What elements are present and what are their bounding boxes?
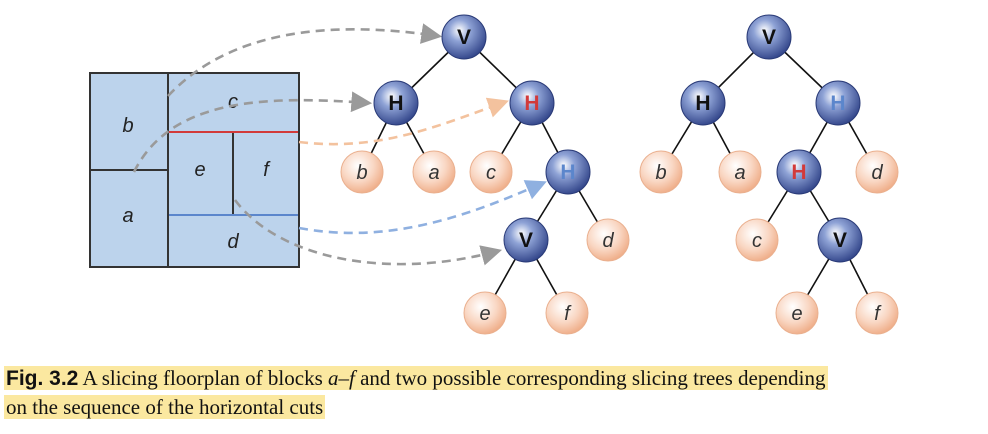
tree1-node-a [412,150,456,194]
tree2-label-f: f [874,303,882,325]
tree2-label-b: b [655,162,666,184]
tree1-node-f [545,291,589,335]
tree1-label-v2: V [519,229,533,252]
tree1-label-e: e [479,303,490,325]
tree2-node-c [735,218,779,262]
caption-label: Fig. 3.2 [6,367,79,390]
tree1-label-h3: H [560,161,575,184]
slicing-figure: b a c e f d V H Hb [89,14,899,335]
block-label-d: d [227,231,239,253]
tree1-node-h2 [509,80,555,126]
block-a [89,169,169,268]
tree1-node-c [469,150,513,194]
tree1-node-root [441,14,487,60]
tree2-label-h1: H [695,92,710,115]
tree1-label-b: b [356,162,367,184]
block-label-f: f [263,159,271,181]
block-label-c: c [228,91,238,113]
arrow-vertical-cut-to-root [167,23,443,97]
tree2-node-h3 [776,149,822,195]
tree1-node-d [586,218,630,262]
tree1-label-h1: H [388,92,403,115]
block-label-b: b [122,115,133,137]
caption-text-1: A slicing floorplan of blocks [82,366,329,390]
block-label-a: a [122,205,133,227]
arrow-blue-cut-to-h [298,180,547,235]
tree2-label-h2: H [830,92,845,115]
tree1-node-h3 [545,149,591,195]
tree2-node-f [855,291,899,335]
tree2-label-d: d [871,162,883,184]
tree2-label-v2: V [833,229,847,252]
block-d [167,214,300,268]
mapping-arrows [132,23,547,266]
tree2-node-a [718,150,762,194]
tree2-label-e: e [791,303,802,325]
floorplan: b a c e f d [89,72,300,268]
tree1-label-c: c [486,162,496,184]
tree2-label-root: V [762,26,776,49]
arrow-ef-cut-to-v [233,199,503,266]
block-label-e: e [194,159,205,181]
arrow-red-cut-to-h [298,97,509,146]
tree2-node-h1 [680,80,726,126]
tree2-label-h3: H [791,161,806,184]
tree1-node-b [340,150,384,194]
tree2-node-d [855,150,899,194]
caption-text-3: on the sequence of the horizontal cuts [4,395,326,419]
tree1-label-root: V [457,26,471,49]
tree1-node-e [463,291,507,335]
tree1-label-f: f [564,303,572,325]
tree2-label-a: a [734,162,745,184]
tree1-label-a: a [428,162,439,184]
arrow-left-hcut-to-h [132,91,373,173]
tree2-node-v2 [817,217,863,263]
tree1-node-h1 [373,80,419,126]
tree1-node-v2 [503,217,549,263]
caption-text-2: and two possible corresponding slicing t… [354,366,826,390]
tree1-label-h2: H [524,92,539,115]
tree2-node-e [775,291,819,335]
tree2-node-root [746,14,792,60]
tree2-node-h2 [815,80,861,126]
figure-caption: Fig. 3.2 A slicing floorplan of blocks a… [4,364,984,421]
tree1-label-d: d [602,230,614,252]
block-b [89,72,169,171]
caption-range: a–f [328,366,355,390]
tree2-node-b [639,150,683,194]
tree2-label-c: c [752,230,762,252]
